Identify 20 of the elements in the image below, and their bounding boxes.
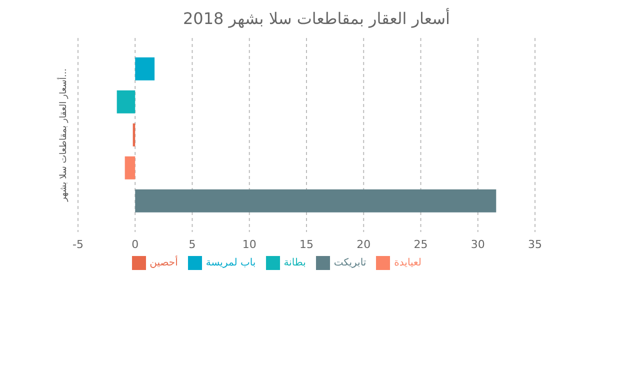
legend-label: باب لمريسة: [206, 258, 256, 269]
x-tick-label: 25: [414, 238, 428, 251]
bar: [135, 189, 496, 212]
bar: [135, 57, 155, 80]
y-axis-title: أسعار العقار بمقاطعات سلا بشهر...: [57, 68, 70, 203]
chart-title: أسعار العقار بمقاطعات سلا بشهر 2018: [182, 8, 451, 30]
x-tick-label: 5: [188, 238, 196, 251]
x-tick-label: 0: [132, 238, 139, 251]
x-tick-label: 30: [470, 238, 485, 251]
bar: [116, 90, 136, 114]
x-tick-label: 35: [528, 238, 542, 251]
x-tick-label: 20: [356, 238, 371, 251]
legend-label: أحصين: [150, 258, 178, 269]
legend-label: تابريكت: [334, 258, 366, 269]
legend-label: لعيايدة: [394, 258, 422, 269]
x-tick-label: -5: [72, 238, 84, 251]
legend-label: بطانة: [284, 258, 306, 269]
x-tick-label: 10: [242, 238, 256, 251]
bar: [124, 156, 136, 180]
x-tick-label: 15: [300, 238, 314, 251]
